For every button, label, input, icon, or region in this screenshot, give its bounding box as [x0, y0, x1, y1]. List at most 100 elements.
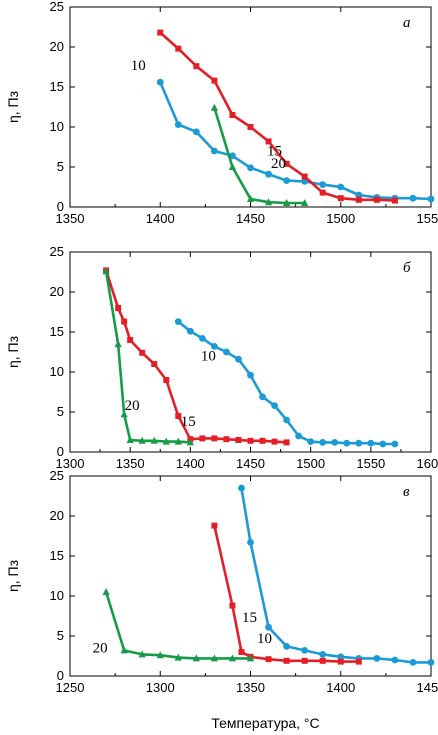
x-tick-label: 1450 — [417, 680, 438, 695]
data-point — [115, 305, 122, 311]
data-point — [211, 343, 218, 350]
data-point — [264, 198, 273, 206]
data-point — [355, 658, 362, 665]
series-label: 10 — [131, 58, 146, 74]
data-point — [174, 121, 182, 128]
data-point — [379, 440, 387, 448]
y-tick-label: 15 — [50, 79, 64, 94]
panel-letter: а — [403, 15, 411, 31]
x-tick-label: 1550 — [417, 211, 438, 226]
data-point — [228, 654, 237, 662]
y-tick-label: 0 — [57, 444, 64, 459]
data-point — [265, 656, 272, 663]
y-tick-label: 5 — [57, 159, 64, 174]
data-point — [174, 653, 182, 661]
data-point — [193, 63, 200, 70]
data-point — [271, 438, 278, 445]
data-point — [126, 436, 134, 443]
series-10: 10 — [238, 484, 435, 666]
data-point — [319, 181, 327, 189]
x-tick-label: 1400 — [176, 456, 205, 471]
data-point — [127, 337, 134, 343]
data-point — [283, 439, 290, 446]
panel-letter: б — [403, 260, 411, 276]
data-point — [337, 183, 345, 191]
data-point — [409, 194, 417, 202]
x-tick-label: 1550 — [356, 456, 385, 471]
data-point — [229, 112, 236, 118]
series-20: 20 — [93, 588, 255, 662]
data-point — [265, 138, 272, 145]
data-point — [186, 438, 194, 446]
series-15: 15 — [103, 267, 290, 446]
data-point — [162, 437, 170, 445]
data-point — [301, 647, 309, 654]
x-tick-label: 1250 — [56, 680, 85, 695]
data-point — [210, 103, 218, 111]
data-point — [102, 267, 110, 275]
data-point — [138, 650, 146, 658]
data-point — [427, 659, 435, 666]
series-line — [177, 320, 395, 446]
y-tick-label: 25 — [50, 0, 64, 14]
x-tick-label: 1450 — [236, 211, 265, 226]
x-tick-label: 1400 — [146, 211, 175, 226]
series-20: 20 — [210, 103, 309, 206]
data-point — [157, 29, 164, 36]
data-point — [211, 147, 218, 155]
chart-panel-а: 135014001450150015500510152025η, Пза1015… — [5, 0, 438, 226]
data-point — [175, 45, 182, 52]
data-point — [238, 484, 245, 492]
data-point — [114, 340, 122, 347]
data-point — [409, 659, 417, 666]
data-point — [391, 656, 399, 664]
data-point — [319, 657, 326, 664]
data-point — [238, 649, 245, 655]
data-point — [211, 522, 218, 529]
y-tick-label: 10 — [50, 364, 64, 379]
x-tick-label: 1400 — [326, 680, 355, 695]
data-point — [121, 318, 128, 325]
data-point — [139, 349, 146, 356]
data-point — [120, 410, 128, 418]
x-tick-label: 1300 — [146, 680, 175, 695]
y-axis-title: η, Пз — [5, 336, 21, 368]
data-point — [283, 416, 290, 424]
data-point — [186, 327, 194, 335]
data-point — [295, 432, 303, 440]
series-line — [213, 107, 305, 205]
data-point — [319, 651, 327, 658]
series-15: 15 — [211, 522, 362, 665]
data-point — [247, 164, 254, 172]
data-point — [235, 355, 242, 363]
data-point — [223, 436, 230, 443]
data-point — [307, 438, 315, 445]
data-point — [265, 623, 272, 631]
data-point — [120, 646, 128, 654]
y-tick-label: 10 — [50, 588, 64, 603]
data-point — [343, 439, 351, 447]
plot-frame — [69, 251, 432, 453]
x-tick-label: 1350 — [56, 211, 85, 226]
series-10: 10 — [131, 58, 435, 203]
series-10: 10 — [174, 318, 399, 448]
y-tick-label: 0 — [57, 199, 64, 214]
data-point — [156, 78, 164, 86]
data-point — [156, 651, 164, 659]
data-point — [283, 160, 290, 167]
data-point — [301, 199, 309, 206]
data-point — [283, 643, 290, 650]
x-tick-label: 1350 — [236, 680, 265, 695]
series-20: 20 — [102, 267, 194, 446]
data-point — [355, 191, 363, 199]
y-tick-label: 15 — [50, 324, 64, 339]
data-point — [150, 436, 158, 444]
data-point — [391, 440, 399, 448]
data-point — [246, 195, 255, 202]
data-point — [301, 657, 308, 664]
series-label: 10 — [257, 631, 272, 647]
series-line — [104, 591, 251, 660]
data-point — [283, 177, 290, 185]
